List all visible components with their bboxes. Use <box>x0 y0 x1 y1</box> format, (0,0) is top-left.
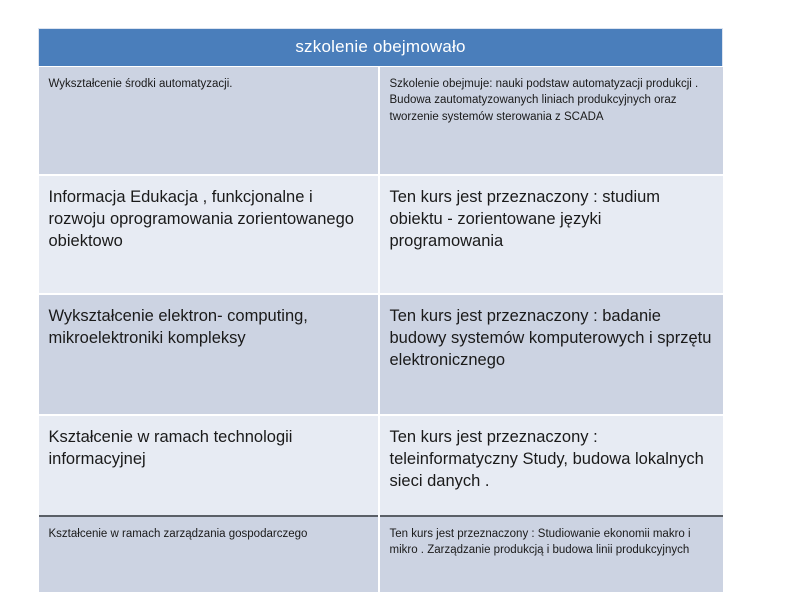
table-row: Kształcenie w ramach zarządzania gospoda… <box>38 515 723 592</box>
course-description-cell: Szkolenie obejmuje: nauki podstaw automa… <box>378 66 723 175</box>
course-name-cell: Kształcenie w ramach technologii informa… <box>38 414 380 516</box>
table-row: Informacja Edukacja , funkcjonalne i roz… <box>38 174 723 294</box>
table-header-row: szkolenie obejmowało <box>37 28 724 67</box>
course-name-cell: Informacja Edukacja , funkcjonalne i roz… <box>38 174 380 294</box>
table-title: szkolenie obejmowało <box>37 28 724 67</box>
table-row: Wykształcenie środki automatyzacji. Szko… <box>38 66 723 175</box>
table-header: szkolenie obejmowało <box>37 28 724 67</box>
course-name-cell: Wykształcenie elektron- computing, mikro… <box>38 293 380 415</box>
table-body: Wykształcenie środki automatyzacji. Szko… <box>38 66 723 592</box>
course-description-cell: Ten kurs jest przeznaczony : studium obi… <box>378 174 723 294</box>
course-description-cell: Ten kurs jest przeznaczony : badanie bud… <box>378 293 723 415</box>
table-row: Wykształcenie elektron- computing, mikro… <box>38 293 723 415</box>
course-description-cell: Ten kurs jest przeznaczony : Studiowanie… <box>378 515 723 592</box>
course-description-cell: Ten kurs jest przeznaczony : teleinforma… <box>378 414 723 516</box>
course-table-container: szkolenie obejmowało Wykształcenie środk… <box>37 28 724 592</box>
course-name-cell: Kształcenie w ramach zarządzania gospoda… <box>38 515 380 592</box>
course-table: szkolenie obejmowało Wykształcenie środk… <box>37 28 724 592</box>
table-row: Kształcenie w ramach technologii informa… <box>38 414 723 516</box>
course-name-cell: Wykształcenie środki automatyzacji. <box>38 66 380 175</box>
